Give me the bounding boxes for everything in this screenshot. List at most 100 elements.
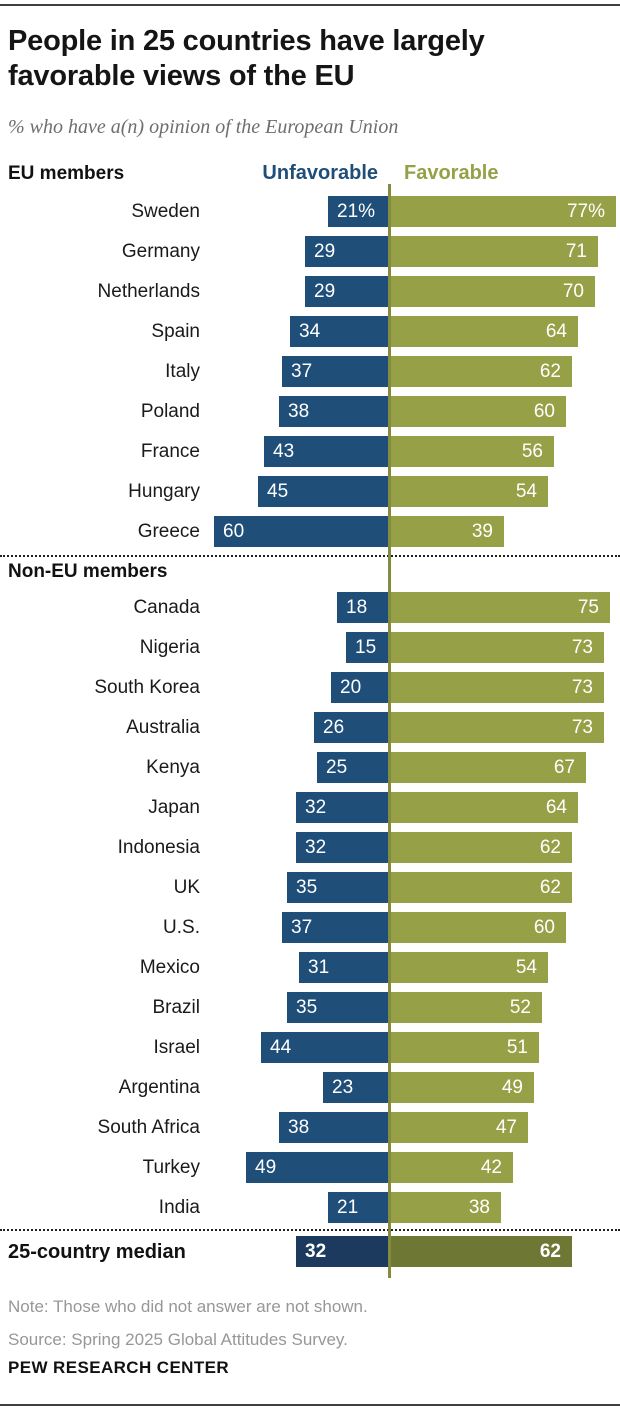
favorable-bar: 51 (390, 1032, 539, 1063)
favorable-bar: 67 (390, 752, 586, 783)
favorable-bar: 62 (390, 356, 572, 387)
favorable-bar: 73 (390, 632, 604, 663)
country-label: Sweden (131, 201, 200, 222)
country-label: UK (173, 877, 200, 898)
unfavorable-bar: 49 (246, 1152, 390, 1183)
favorable-bar: 54 (390, 476, 548, 507)
bar-row: Hungary 45 54 (0, 472, 620, 512)
country-label: Brazil (152, 997, 200, 1018)
country-label: Greece (137, 521, 200, 542)
bar-row: Australia 26 73 (0, 708, 620, 748)
unfavorable-bar: 44 (261, 1032, 390, 1063)
bar-row: Poland 38 60 (0, 392, 620, 432)
unfavorable-bar: 23 (323, 1072, 390, 1103)
unfavorable-bar: 21 (328, 1192, 390, 1223)
favorable-bar: 77% (390, 196, 616, 227)
unfavorable-bar: 35 (287, 992, 390, 1023)
unfavorable-bar: 32 (296, 792, 390, 823)
bar-row: South Korea 20 73 (0, 668, 620, 708)
unfavorable-bar: 18 (337, 592, 390, 623)
median-row: 25-country median 32 62 (0, 1232, 620, 1272)
favorable-bar: 60 (390, 912, 566, 943)
unfavorable-bar: 38 (279, 396, 390, 427)
unfavorable-bar: 29 (305, 276, 390, 307)
bar-row: South Africa 38 47 (0, 1108, 620, 1148)
favorable-bar: 64 (390, 316, 578, 347)
bar-row: Kenya 25 67 (0, 748, 620, 788)
country-label: Mexico (139, 957, 200, 978)
bar-row: Netherlands 29 70 (0, 272, 620, 312)
unfavorable-bar: 60 (214, 516, 390, 547)
zero-axis-line (388, 184, 391, 1278)
favorable-bar: 47 (390, 1112, 528, 1143)
unfavorable-bar: 37 (282, 356, 390, 387)
country-label: Australia (126, 717, 200, 738)
country-label: Israel (153, 1037, 200, 1058)
favorable-bar: 60 (390, 396, 566, 427)
chart-subtitle: % who have a(n) opinion of the European … (8, 116, 399, 138)
bar-row: Brazil 35 52 (0, 988, 620, 1028)
section-label-non-eu-members: Non-EU members (8, 561, 168, 582)
unfavorable-bar: 38 (279, 1112, 390, 1143)
country-label: Germany (121, 241, 200, 262)
chart-title: People in 25 countries have largely favo… (8, 25, 485, 93)
favorable-bar: 70 (390, 276, 595, 307)
bar-rows-non-eu-members: Canada 18 75 Nigeria 15 73 South Korea 20 73 Aust… (0, 588, 620, 1228)
favorable-bar: 39 (390, 516, 504, 547)
bar-row: Turkey 49 42 (0, 1148, 620, 1188)
bar-row: Argentina 23 49 (0, 1068, 620, 1108)
legend-unfavorable: Unfavorable (262, 162, 378, 184)
median-unfavorable-bar: 32 (296, 1236, 390, 1267)
bar-row: Greece 60 39 (0, 512, 620, 552)
country-label: Poland (140, 401, 200, 422)
unfavorable-bar: 43 (264, 436, 390, 467)
bar-row: India 21 38 (0, 1188, 620, 1228)
bar-row: Germany 29 71 (0, 232, 620, 272)
unfavorable-bar: 29 (305, 236, 390, 267)
country-label: Hungary (128, 481, 200, 502)
bar-row: Mexico 31 54 (0, 948, 620, 988)
unfavorable-bar: 37 (282, 912, 390, 943)
country-label: Canada (133, 597, 200, 618)
source-text: Source: Spring 2025 Global Attitudes Sur… (8, 1330, 348, 1350)
unfavorable-bar: 31 (299, 952, 390, 983)
legend-favorable: Favorable (404, 162, 499, 184)
bar-row: Indonesia 32 62 (0, 828, 620, 868)
section-divider-dotted (0, 555, 620, 557)
country-label: Argentina (118, 1077, 200, 1098)
favorable-bar: 42 (390, 1152, 513, 1183)
favorable-bar: 52 (390, 992, 542, 1023)
country-label: Turkey (142, 1157, 200, 1178)
median-label: 25-country median (8, 1241, 186, 1263)
median-divider-dotted (0, 1229, 620, 1231)
favorable-bar: 75 (390, 592, 610, 623)
median-favorable-value: 62 (539, 1240, 561, 1262)
country-label: India (158, 1197, 200, 1218)
footer-brand: PEW RESEARCH CENTER (8, 1358, 230, 1377)
bar-row: Canada 18 75 (0, 588, 620, 628)
country-label: South Korea (94, 677, 200, 698)
bar-row: U.S. 37 60 (0, 908, 620, 948)
bar-row: Japan 32 64 (0, 788, 620, 828)
country-label: Nigeria (139, 637, 200, 658)
section-label-eu-members: EU members (8, 163, 125, 184)
unfavorable-bar: 34 (290, 316, 390, 347)
favorable-bar: 54 (390, 952, 548, 983)
unfavorable-bar: 26 (314, 712, 390, 743)
top-rule (0, 4, 620, 6)
country-label: Kenya (146, 757, 200, 778)
unfavorable-bar: 21% (328, 196, 390, 227)
note-text: Note: Those who did not answer are not s… (8, 1297, 368, 1316)
country-label: Netherlands (97, 281, 200, 302)
favorable-bar: 73 (390, 672, 604, 703)
favorable-bar: 56 (390, 436, 554, 467)
country-label: Italy (165, 361, 200, 382)
favorable-bar: 62 (390, 832, 572, 863)
note-block: Note: Those who did not answer are not s… (8, 1290, 608, 1356)
bar-row: France 43 56 (0, 432, 620, 472)
favorable-bar: 38 (390, 1192, 501, 1223)
favorable-bar: 49 (390, 1072, 534, 1103)
bar-row: UK 35 62 (0, 868, 620, 908)
favorable-bar: 64 (390, 792, 578, 823)
